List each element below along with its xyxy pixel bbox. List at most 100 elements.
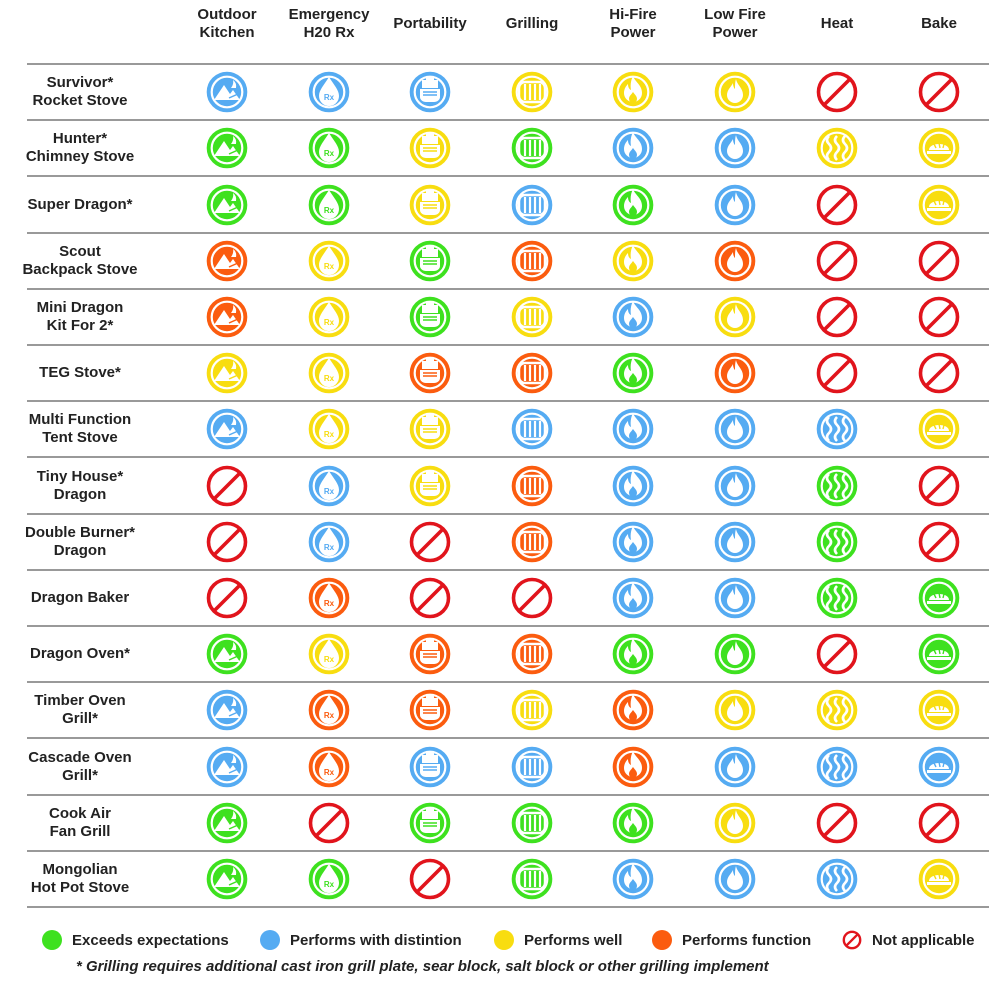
- not-applicable-icon: [307, 801, 351, 845]
- water-drop-rx-icon: Rx: [307, 70, 351, 114]
- not-applicable-icon: [510, 576, 554, 620]
- not-applicable-icon: [408, 576, 452, 620]
- flame-icon: [611, 688, 655, 732]
- bread-loaf-icon: [917, 857, 961, 901]
- row-label-line: Rocket Stove: [32, 92, 128, 110]
- not-applicable-icon: [815, 351, 859, 395]
- row-label: Scout Backpack Stove: [0, 243, 160, 279]
- not-applicable-icon: [917, 239, 961, 283]
- not-applicable-icon: [815, 183, 859, 227]
- grill-grate-icon: [510, 351, 554, 395]
- grill-grate-icon: [510, 183, 554, 227]
- hand-carry-icon: [408, 745, 452, 789]
- column-header-line: Heat: [820, 15, 854, 32]
- row-label: Hunter* Chimney Stove: [0, 130, 160, 166]
- bread-loaf-icon: [917, 745, 961, 789]
- legend-label: Performs with distintion: [290, 931, 462, 949]
- row-divider: [27, 568, 989, 571]
- svg-text:Rx: Rx: [324, 149, 335, 158]
- row-label-line: TEG Stove*: [39, 364, 121, 382]
- hand-carry-icon: [408, 801, 452, 845]
- row-divider: [27, 287, 989, 290]
- row-label: Super Dragon*: [0, 196, 160, 214]
- water-drop-rx-icon: Rx: [307, 857, 351, 901]
- not-applicable-icon: [815, 295, 859, 339]
- row-label-line: Double Burner*: [24, 523, 135, 541]
- row-label-line: Cook Air: [49, 804, 111, 822]
- heat-waves-icon: [815, 407, 859, 451]
- not-applicable-icon: [815, 632, 859, 676]
- yellow-dot-icon: [494, 930, 514, 950]
- grill-grate-icon: [510, 70, 554, 114]
- not-applicable-icon: [205, 464, 249, 508]
- water-drop-rx-icon: Rx: [307, 688, 351, 732]
- column-header: Portability: [380, 6, 480, 33]
- column-header: Low Fire Power: [685, 6, 785, 42]
- svg-text:Rx: Rx: [324, 599, 335, 608]
- legend-label: Exceeds expectations: [72, 931, 229, 949]
- water-drop-rx-icon: Rx: [307, 576, 351, 620]
- comparison-chart: Outdoor Kitchen Emergency H20 Rx Portability…: [0, 6, 989, 908]
- legend-item-exceeds: Exceeds expectations: [42, 930, 229, 950]
- row-label-line: Backpack Stove: [22, 260, 138, 278]
- grill-grate-icon: [510, 126, 554, 170]
- row-label: Mongolian Hot Pot Stove: [0, 861, 160, 897]
- not-applicable-icon: [842, 930, 862, 950]
- column-header-line: Outdoor: [197, 6, 257, 23]
- not-applicable-icon: [917, 801, 961, 845]
- mountain-campfire-icon: [205, 688, 249, 732]
- not-applicable-icon: [815, 70, 859, 114]
- svg-text:Rx: Rx: [324, 93, 335, 102]
- not-applicable-icon: [815, 239, 859, 283]
- hand-carry-icon: [408, 688, 452, 732]
- row-divider: [27, 737, 989, 740]
- not-applicable-icon: [917, 70, 961, 114]
- bread-loaf-icon: [917, 183, 961, 227]
- mountain-campfire-icon: [205, 70, 249, 114]
- grill-grate-icon: [510, 745, 554, 789]
- row-label-line: Tent Stove: [42, 429, 118, 447]
- heat-waves-icon: [815, 745, 859, 789]
- column-header-line: Grilling: [505, 15, 559, 32]
- row-divider: [27, 175, 989, 178]
- small-flame-icon: [713, 351, 757, 395]
- small-flame-icon: [713, 857, 757, 901]
- column-header-line: Portability: [393, 15, 467, 32]
- column-header-line: Low Fire: [704, 6, 766, 23]
- grill-grate-icon: [510, 857, 554, 901]
- small-flame-icon: [713, 407, 757, 451]
- row-divider: [27, 456, 989, 459]
- row-divider: [27, 849, 989, 852]
- hand-carry-icon: [408, 183, 452, 227]
- small-flame-icon: [713, 70, 757, 114]
- row-label: Mini Dragon Kit For 2*: [0, 299, 160, 335]
- svg-text:Rx: Rx: [324, 262, 335, 271]
- legend-label: Performs function: [682, 931, 812, 949]
- column-header-line: Bake: [921, 15, 957, 32]
- hand-carry-icon: [408, 70, 452, 114]
- water-drop-rx-icon: Rx: [307, 632, 351, 676]
- flame-icon: [611, 632, 655, 676]
- column-header-line: Power: [610, 24, 656, 41]
- not-applicable-icon: [205, 520, 249, 564]
- flame-icon: [611, 183, 655, 227]
- not-applicable-icon: [917, 464, 961, 508]
- row-label: TEG Stove*: [0, 364, 160, 382]
- flame-icon: [611, 745, 655, 789]
- svg-text:Rx: Rx: [324, 880, 335, 889]
- row-divider: [27, 906, 989, 908]
- legend-item-function: Performs function: [652, 930, 811, 950]
- grill-grate-icon: [510, 407, 554, 451]
- mountain-campfire-icon: [205, 745, 249, 789]
- row-label-line: Tiny House*: [36, 467, 124, 485]
- hand-carry-icon: [408, 464, 452, 508]
- row-label-line: Super Dragon*: [27, 195, 133, 213]
- hand-carry-icon: [408, 239, 452, 283]
- row-label: Tiny House* Dragon: [0, 468, 160, 504]
- column-header-line: Kitchen: [199, 24, 255, 41]
- green-dot-icon: [42, 930, 62, 950]
- mountain-campfire-icon: [205, 351, 249, 395]
- grill-grate-icon: [510, 688, 554, 732]
- flame-icon: [611, 239, 655, 283]
- water-drop-rx-icon: Rx: [307, 407, 351, 451]
